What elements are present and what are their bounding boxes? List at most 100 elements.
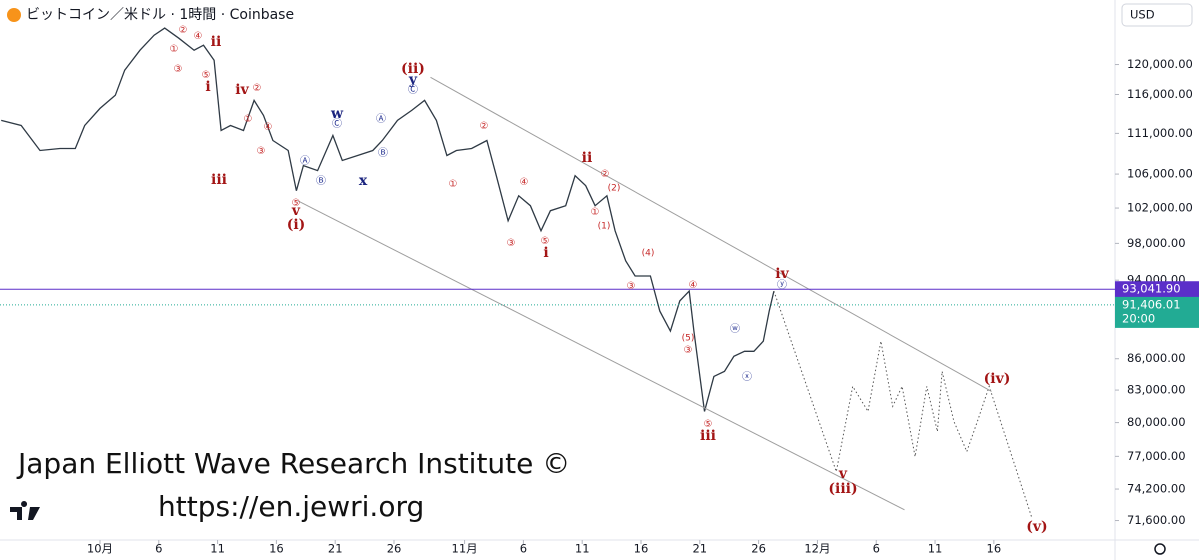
wave-label: ii [211, 34, 222, 50]
chart-title: ビットコイン／米ドル · 1時間 · Coinbase [26, 7, 294, 23]
wave-label: ① [449, 179, 458, 190]
wave-label: ① [244, 114, 253, 125]
wave-label: ③ [627, 281, 636, 292]
wave-label: Ⓐ [376, 113, 386, 125]
wave-label: (2) [608, 184, 621, 194]
wave-label: (v) [1026, 519, 1047, 535]
wave-label: (iv) [984, 371, 1011, 387]
wave-label: i [205, 79, 210, 95]
x-tick-label: 16 [269, 542, 284, 556]
x-tick-label: 21 [328, 542, 343, 556]
wave-label: (iii) [828, 481, 857, 497]
y-tick-label: 77,000.00 [1127, 449, 1186, 463]
currency-button[interactable] [1121, 3, 1193, 27]
wave-label: iv [235, 82, 249, 98]
wave-label: ⑤ [202, 70, 211, 81]
wave-label: ③ [507, 238, 516, 249]
x-tick-label: 6 [520, 542, 527, 556]
wave-label: (4) [642, 249, 655, 259]
x-tick-label: 10月 [87, 542, 113, 556]
coin-icon [7, 8, 21, 22]
y-tick-label: 71,600.00 [1127, 513, 1186, 527]
wave-label: w [330, 106, 344, 122]
wave-label: ② [480, 121, 489, 132]
wave-label: Ⓒ [332, 118, 342, 130]
x-tick-label: 6 [873, 542, 880, 556]
wave-label: ③ [257, 146, 266, 157]
wave-label: i [543, 245, 548, 261]
y-tick-label: 74,200.00 [1127, 482, 1186, 496]
wave-label: ③ [684, 345, 693, 356]
wave-label: (i) [287, 217, 306, 233]
series-line [297, 200, 905, 511]
last-price-label: 91,406.01 [1122, 297, 1181, 311]
y-tick-label: 106,000.00 [1127, 167, 1193, 181]
wave-label: ④ [689, 280, 698, 291]
wave-label: ⓦ [730, 323, 740, 335]
wave-label: ① [591, 207, 600, 218]
plot-area [1, 27, 1032, 517]
wave-label: Ⓑ [316, 175, 326, 187]
last-price-time: 20:00 [1122, 311, 1155, 325]
wave-label: v [291, 203, 301, 219]
wave-label: iii [211, 172, 227, 188]
wave-label: ② [601, 169, 610, 180]
y-tick-label: 116,000.00 [1127, 87, 1193, 101]
x-tick-label: 11 [575, 542, 590, 556]
wave-label: (1) [598, 222, 611, 232]
currency-label[interactable]: USD [1130, 8, 1155, 22]
x-tick-label: 11 [210, 542, 225, 556]
wave-label: Ⓒ [408, 84, 418, 96]
series-line [1, 27, 775, 412]
y-tick-label: 80,000.00 [1127, 415, 1186, 429]
wave-label: iv [775, 266, 789, 282]
price-tag [1115, 281, 1199, 298]
wave-label: ⓨ [777, 279, 787, 291]
x-tick-label: 6 [155, 542, 162, 556]
x-tick-label: 21 [692, 542, 707, 556]
wave-label: ⑤ [541, 236, 550, 247]
wave-label: (ii) [401, 61, 425, 77]
x-tick-label: 16 [987, 542, 1002, 556]
x-tick-label: 11月 [452, 542, 478, 556]
wave-label: ④ [520, 177, 529, 188]
wave-label: Ⓑ [378, 147, 388, 159]
wave-label: ④ [194, 31, 203, 42]
x-tick-label: 26 [387, 542, 402, 556]
x-tick-label: 26 [751, 542, 766, 556]
settings-icon[interactable] [1154, 543, 1166, 555]
watermark: Japan Elliott Wave Research Institute © [16, 447, 570, 480]
price-tag-label: 93,041.90 [1122, 282, 1181, 296]
y-tick-label: 98,000.00 [1127, 236, 1186, 250]
logo [10, 501, 40, 520]
wave-label: ③ [174, 64, 183, 75]
series-line [430, 76, 992, 392]
y-tick-label: 102,000.00 [1127, 201, 1193, 215]
series-line [773, 290, 1032, 517]
x-tick-label: 11 [928, 542, 943, 556]
x-tick-label: 16 [634, 542, 649, 556]
wave-label: Ⓐ [300, 155, 310, 167]
wave-label: ④ [264, 122, 273, 133]
x-tick-label: 12月 [804, 542, 830, 556]
wave-label: y [408, 72, 418, 88]
y-tick-label: 120,000.00 [1127, 57, 1193, 71]
wave-label: ① [170, 44, 179, 55]
wave-label: ⑤ [704, 419, 713, 430]
last-price-tag [1115, 296, 1199, 328]
wave-label: (5) [682, 334, 695, 344]
y-tick-label: 111,000.00 [1127, 126, 1193, 140]
wave-label: ii [582, 150, 593, 166]
wave-label: v [838, 466, 848, 482]
wave-label: x [359, 173, 368, 189]
watermark: https://en.jewri.org [158, 490, 424, 523]
wave-label: iii [700, 428, 716, 444]
wave-label: ⑤ [292, 198, 301, 209]
y-tick-label: 86,000.00 [1127, 351, 1186, 365]
y-tick-label: 83,000.00 [1127, 383, 1186, 397]
wave-label: ② [253, 83, 262, 94]
wave-label: ② [179, 25, 188, 36]
wave-label: ⓧ [742, 371, 752, 383]
